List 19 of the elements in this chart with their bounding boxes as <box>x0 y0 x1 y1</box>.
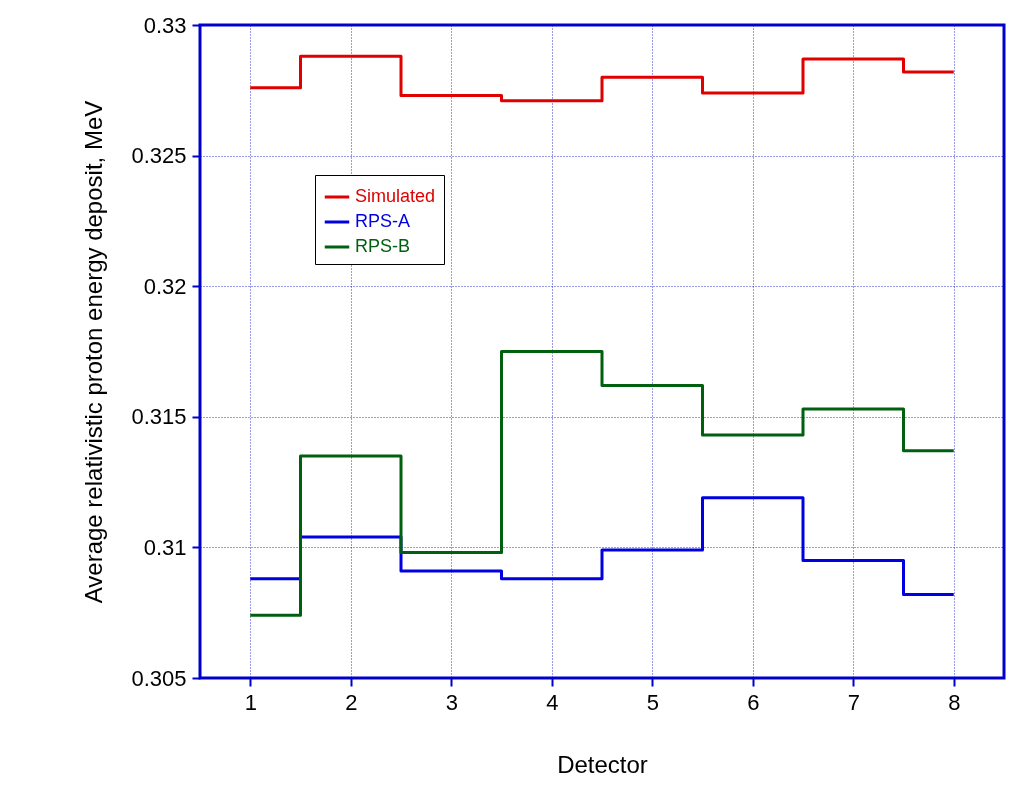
x-tick-label: 2 <box>345 689 358 715</box>
y-tick-label: 0.325 <box>131 143 187 169</box>
x-tick-label: 4 <box>546 689 559 715</box>
legend-label: RPS-A <box>355 211 411 231</box>
x-tick-label: 8 <box>948 689 961 715</box>
y-tick-label: 0.33 <box>143 12 187 38</box>
x-tick-label: 7 <box>847 689 860 715</box>
legend-label: Simulated <box>355 186 436 206</box>
y-tick-label: 0.32 <box>143 273 187 299</box>
y-axis-title: Average relativistic proton energy deposit, MeV <box>80 100 108 604</box>
x-tick-label: 3 <box>445 689 458 715</box>
x-tick-label: 5 <box>646 689 659 715</box>
y-tick-label: 0.305 <box>131 665 187 691</box>
y-tick-label: 0.31 <box>143 534 187 560</box>
x-tick-label: 1 <box>244 689 257 715</box>
y-tick-label: 0.315 <box>131 404 187 430</box>
legend-label: RPS-B <box>355 236 411 256</box>
x-axis-title: Detector <box>557 750 648 778</box>
x-tick-label: 6 <box>747 689 760 715</box>
